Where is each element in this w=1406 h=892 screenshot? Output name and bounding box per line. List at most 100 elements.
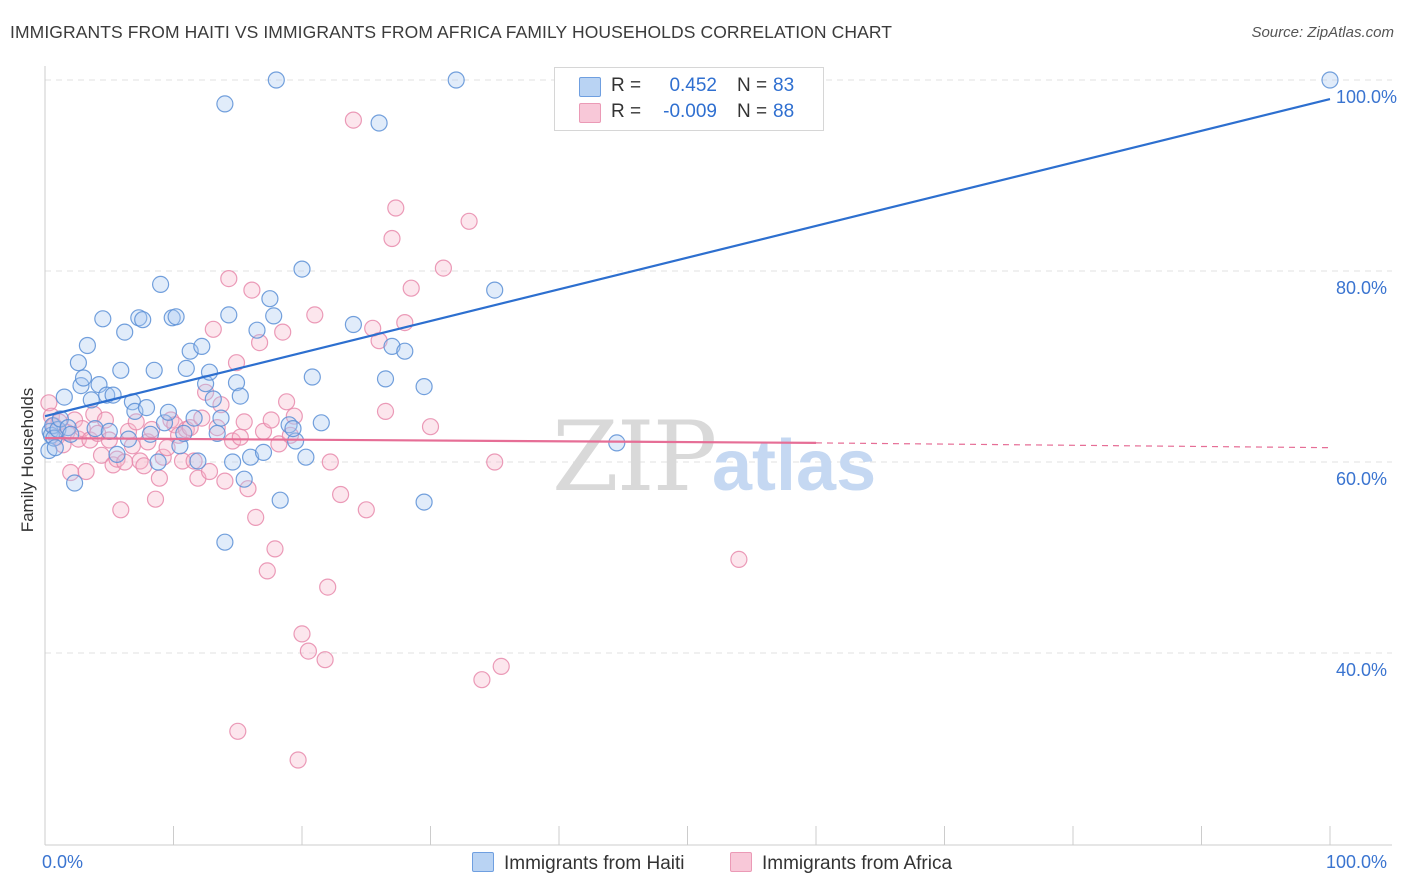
haiti-point-42 (177, 359, 195, 377)
haiti-point-68 (284, 420, 302, 438)
haiti-point-49 (204, 390, 222, 408)
haiti-point-34 (149, 453, 167, 471)
gridlines (45, 79, 1392, 654)
haiti-point-60 (254, 443, 273, 461)
africa-point-59 (262, 411, 280, 429)
africa-point-83 (421, 418, 440, 436)
haiti-trendline (44, 98, 1331, 418)
africa-point-54 (243, 281, 261, 299)
africa-point-30 (150, 469, 168, 487)
africa-point-0 (40, 394, 58, 412)
africa-point-71 (319, 578, 337, 596)
africa-point-87 (486, 453, 504, 471)
haiti-point-30 (134, 311, 152, 329)
chart-title: IMMIGRANTS FROM HAITI VS IMMIGRANTS FROM… (10, 22, 893, 42)
africa-point-60 (266, 540, 284, 558)
haiti-point-5 (46, 439, 64, 457)
africa-point-29 (146, 490, 165, 508)
haiti-point-12 (69, 354, 88, 372)
africa-point-50 (227, 354, 246, 372)
y-tick-label-80: 80.0% (1336, 278, 1388, 298)
watermark-zip: ZIP (552, 401, 715, 513)
haiti-point-77 (376, 370, 395, 388)
africa-point-67 (293, 625, 311, 643)
haiti-point-33 (145, 361, 163, 379)
legend-n-value-africa: 88 (773, 101, 795, 122)
haiti-point-10 (62, 425, 80, 443)
africa-point-65 (285, 407, 303, 425)
africa-point-39 (185, 452, 203, 470)
x-tick-label-100: 100.0% (1326, 852, 1388, 872)
watermark-atlas: atlas (712, 426, 876, 506)
africa-point-55 (247, 508, 265, 527)
haiti-point-52 (216, 533, 234, 551)
haiti-point-25 (116, 323, 134, 341)
haiti-point-36 (155, 414, 174, 432)
haiti-point-72 (370, 114, 388, 132)
haiti-point-39 (167, 308, 185, 326)
haiti-point-78 (383, 337, 401, 355)
africa-point-90 (229, 722, 247, 740)
haiti-point-58 (242, 448, 260, 466)
legend-n-value-haiti: 83 (773, 75, 795, 96)
bottom-legend-label-haiti: Immigrants from Haiti (504, 853, 685, 874)
africa-point-80 (387, 199, 405, 217)
haiti-point-69 (216, 95, 234, 113)
haiti-point-14 (74, 369, 93, 387)
haiti-point-31 (137, 399, 156, 417)
africa-trendline (44, 437, 817, 444)
haiti-point-35 (152, 275, 170, 293)
africa-point-78 (376, 402, 395, 420)
africa-point-53 (239, 480, 257, 498)
haiti-point-37 (159, 403, 177, 421)
africa-point-48 (220, 270, 238, 288)
haiti-point-79 (396, 342, 414, 360)
legend-swatch-africa (579, 103, 601, 123)
legend-n-label: N = (737, 101, 768, 122)
africa-point-11 (77, 462, 95, 481)
africa-point-73 (332, 485, 350, 504)
africa-point-17 (100, 431, 118, 449)
africa-point-70 (316, 651, 334, 669)
africa-point-51 (231, 428, 249, 446)
africa-point-38 (181, 419, 199, 437)
haiti-point-76 (415, 493, 433, 511)
africa-trendline-extension (815, 442, 1331, 449)
haiti-point-11 (65, 474, 84, 492)
legend-r-value-africa: -0.009 (663, 101, 717, 122)
haiti-point-67 (303, 368, 321, 386)
haiti-point-59 (248, 321, 266, 339)
haiti-point-15 (78, 336, 97, 355)
haiti-point-53 (220, 306, 238, 324)
haiti-point-46 (193, 337, 211, 355)
haiti-point-57 (235, 470, 253, 488)
legend-swatch-haiti (579, 77, 601, 97)
haiti-point-17 (86, 420, 104, 438)
haiti-point-44 (185, 409, 203, 427)
haiti-point-83 (1321, 71, 1339, 89)
africa-point-72 (321, 453, 339, 471)
africa-point-85 (460, 212, 478, 230)
africa-point-74 (344, 111, 362, 129)
africa-point-69 (306, 306, 324, 324)
haiti-point-21 (100, 422, 118, 440)
haiti-point-62 (265, 307, 283, 325)
y-tick-label-40: 40.0% (1336, 660, 1388, 680)
africa-point-45 (208, 419, 226, 437)
series-haiti-points (40, 71, 1339, 551)
africa-point-88 (492, 657, 510, 676)
bottom-legend-swatch-africa (730, 852, 752, 872)
africa-point-79 (383, 229, 401, 248)
haiti-point-9 (59, 419, 77, 437)
haiti-point-75 (344, 315, 362, 334)
africa-point-63 (278, 393, 296, 411)
africa-point-62 (274, 323, 292, 341)
haiti-point-19 (94, 310, 112, 328)
africa-point-66 (289, 751, 307, 769)
haiti-point-8 (55, 388, 73, 406)
axes (44, 66, 1392, 846)
haiti-point-54 (224, 453, 242, 471)
africa-point-58 (258, 562, 276, 580)
africa-point-84 (434, 259, 452, 277)
haiti-point-45 (189, 452, 207, 470)
